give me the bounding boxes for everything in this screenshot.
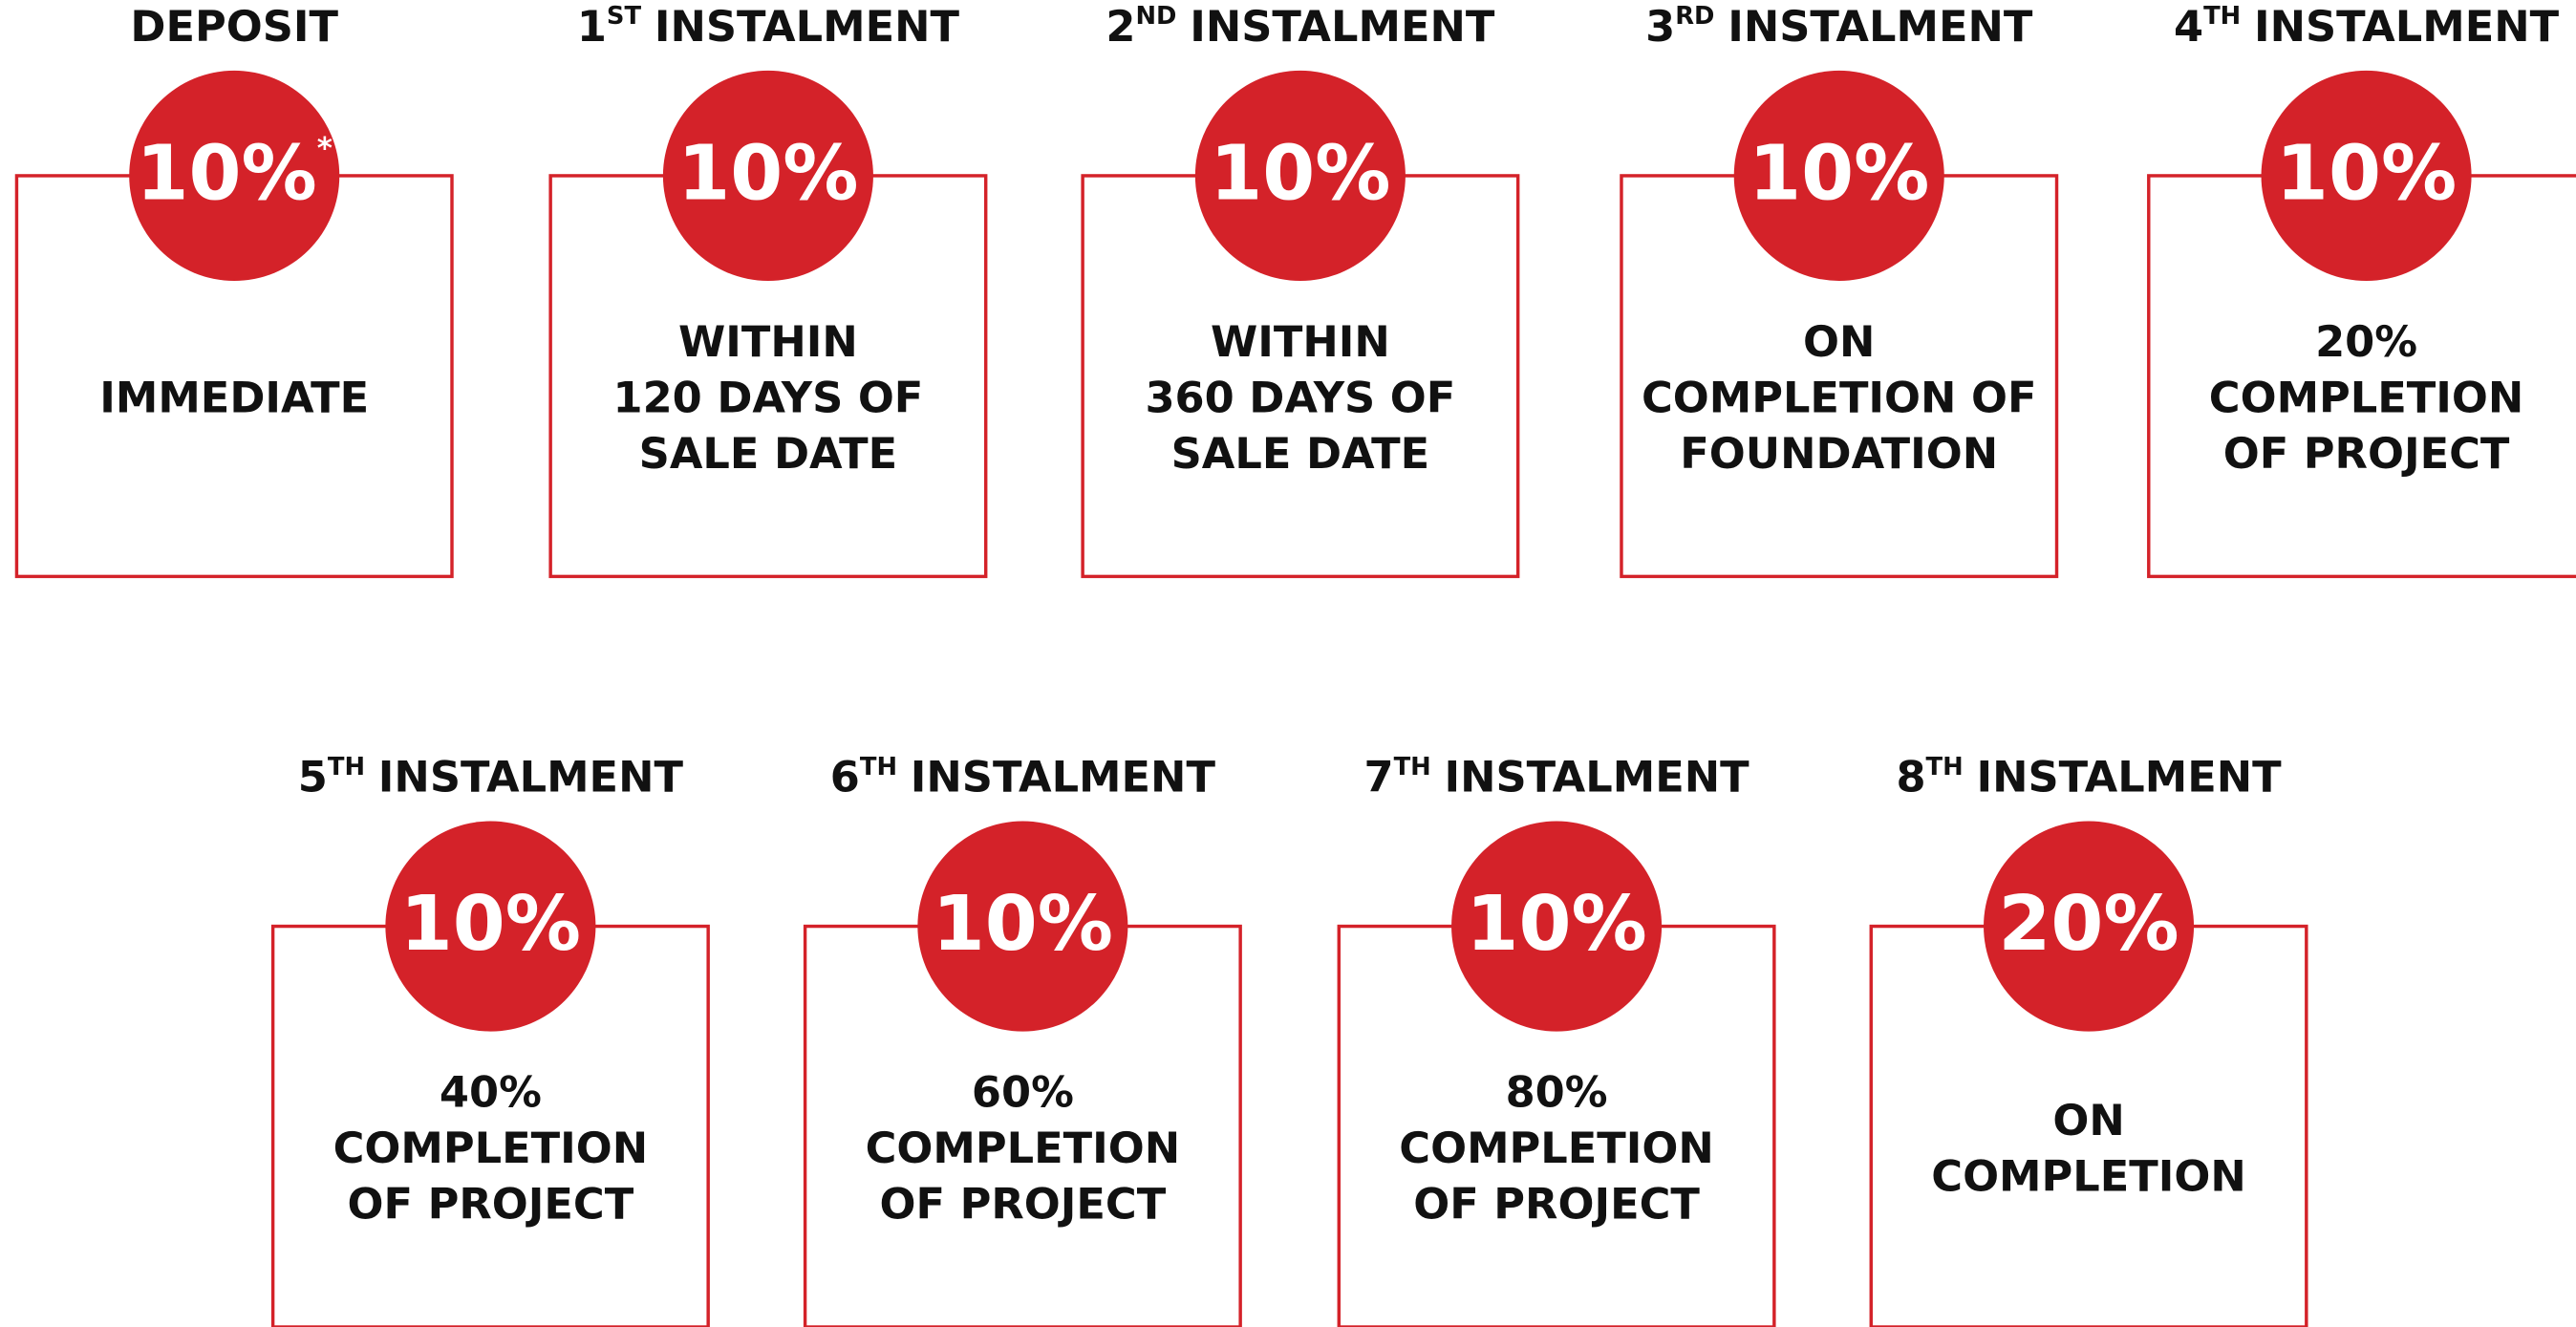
percent-circle <box>129 70 340 281</box>
ordinal-suffix: TH <box>1926 752 1964 781</box>
card-heading: DEPOSIT <box>130 2 338 52</box>
card-description: 20% <box>2315 317 2417 367</box>
percent-value: 10% <box>1210 130 1390 218</box>
card-heading: 2ND INSTALMENT <box>1106 2 1494 52</box>
ordinal-suffix: RD <box>1675 2 1714 31</box>
ordinal-number: 5 <box>298 753 328 803</box>
card-description: COMPLETION OF <box>1642 373 2037 422</box>
percent-circle <box>1451 821 1663 1032</box>
heading-word: INSTALMENT <box>1976 753 2282 803</box>
percent-value: 10% <box>933 880 1113 968</box>
footnote-mark: * <box>317 131 333 165</box>
payment-card: 8TH INSTALMENT 20% ON COMPLETION <box>1869 752 2308 1327</box>
percent-value: 10%* <box>137 130 333 218</box>
card-description: OF PROJECT <box>348 1180 634 1230</box>
ordinal-number: 8 <box>1896 753 1925 803</box>
card-description: WITHIN <box>1211 317 1390 367</box>
percent-text: 10% <box>933 880 1113 968</box>
ordinal-number: 4 <box>2174 2 2203 52</box>
percent-value: 10% <box>2276 130 2457 218</box>
payment-card: DEPOSIT 10%* IMMEDIATE <box>14 2 454 579</box>
ordinal-suffix: ST <box>607 2 642 31</box>
card-heading: 8TH INSTALMENT <box>1896 752 2282 802</box>
card-description: OF PROJECT <box>880 1180 1167 1230</box>
card-description: 360 DAYS OF <box>1145 373 1455 422</box>
ordinal-number: 2 <box>1106 2 1135 52</box>
percent-circle <box>2261 70 2472 281</box>
card-heading: 1ST INSTALMENT <box>577 2 960 52</box>
heading-word: INSTALMENT <box>1728 2 2033 52</box>
percent-text: 20% <box>1998 880 2179 968</box>
payment-card: 3RD INSTALMENT 10% ON COMPLETION OF FOUNDATIO… <box>1620 2 2059 579</box>
percent-value: 10% <box>400 880 581 968</box>
percent-text: 10% <box>1466 880 1646 968</box>
percent-circle <box>1733 70 1944 281</box>
card-description: 80% <box>1506 1068 1608 1118</box>
heading-word: INSTALMENT <box>1444 753 1750 803</box>
card-description: 40% <box>440 1068 542 1118</box>
payment-card: 4TH INSTALMENT 10% 20% COMPLETION OF PROJECT <box>2147 2 2576 579</box>
ordinal-suffix: TH <box>860 752 897 781</box>
card-description: 60% <box>972 1068 1074 1118</box>
ordinal-number: 7 <box>1363 753 1393 803</box>
percent-value: 10% <box>1749 130 1929 218</box>
ordinal-suffix: TH <box>328 752 365 781</box>
card-heading: 4TH INSTALMENT <box>2174 2 2560 52</box>
percent-value: 20% <box>1998 880 2179 968</box>
card-description: WITHIN <box>678 317 858 367</box>
percent-value: 10% <box>1466 880 1646 968</box>
ordinal-suffix: TH <box>2203 2 2241 31</box>
payment-card: 7TH INSTALMENT 10% 80% COMPLETION OF PROJECT <box>1337 752 1776 1327</box>
percent-text: 10% <box>137 130 317 218</box>
card-description: COMPLETION <box>1399 1124 1714 1173</box>
card-description: OF PROJECT <box>2223 429 2510 479</box>
ordinal-number: 1 <box>577 2 607 52</box>
card-heading: 6TH INSTALMENT <box>830 752 1216 802</box>
heading-word: INSTALMENT <box>911 753 1216 803</box>
payment-card: 1ST INSTALMENT 10% WITHIN 120 DAYS OF SALE DA… <box>548 2 988 579</box>
card-description: COMPLETION <box>333 1124 649 1173</box>
heading-word: INSTALMENT <box>2254 2 2560 52</box>
percent-value: 10% <box>677 130 858 218</box>
percent-circle <box>917 821 1128 1032</box>
card-heading: 3RD INSTALMENT <box>1645 2 2033 52</box>
card-description: OF PROJECT <box>1413 1180 1700 1230</box>
heading-word: DEPOSIT <box>130 2 338 52</box>
payment-card: 2ND INSTALMENT 10% WITHIN 360 DAYS OF SALE DA… <box>1081 2 1520 579</box>
heading-word: INSTALMENT <box>378 753 684 803</box>
percent-circle <box>662 70 873 281</box>
card-description: SALE DATE <box>639 429 898 479</box>
card-description: COMPLETION <box>1931 1151 2246 1201</box>
ordinal-suffix: ND <box>1136 2 1177 31</box>
percent-circle <box>1984 821 2195 1032</box>
ordinal-number: 3 <box>1645 2 1675 52</box>
ordinal-number: 6 <box>830 753 860 803</box>
percent-circle <box>385 821 596 1032</box>
card-heading: 7TH INSTALMENT <box>1363 752 1750 802</box>
card-description: 120 DAYS OF <box>612 373 923 422</box>
ordinal-suffix: TH <box>1394 752 1431 781</box>
card-heading: 5TH INSTALMENT <box>298 752 684 802</box>
card-description: COMPLETION <box>866 1124 1181 1173</box>
heading-word: INSTALMENT <box>1190 2 1495 52</box>
percent-text: 10% <box>677 130 858 218</box>
card-description: SALE DATE <box>1171 429 1430 479</box>
card-description: IMMEDIATE <box>99 373 369 422</box>
card-description: FOUNDATION <box>1680 429 1998 479</box>
percent-text: 10% <box>1749 130 1929 218</box>
heading-word: INSTALMENT <box>655 2 960 52</box>
card-description: ON <box>1803 317 1875 367</box>
percent-circle <box>1194 70 1406 281</box>
card-description: COMPLETION <box>2209 373 2524 422</box>
payment-card: 5TH INSTALMENT 10% 40% COMPLETION OF PROJECT <box>270 752 710 1327</box>
percent-text: 10% <box>1210 130 1390 218</box>
payment-card: 6TH INSTALMENT 10% 60% COMPLETION OF PROJECT <box>803 752 1242 1327</box>
percent-text: 10% <box>2276 130 2457 218</box>
card-description: ON <box>2052 1096 2124 1145</box>
percent-text: 10% <box>400 880 581 968</box>
